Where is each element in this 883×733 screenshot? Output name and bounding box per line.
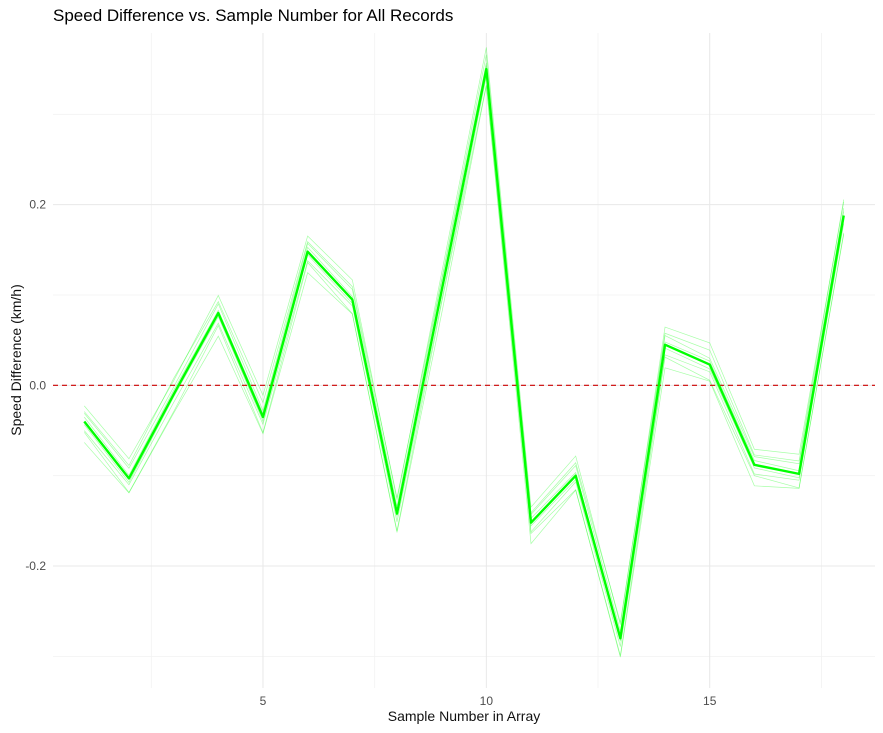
record-line — [84, 47, 845, 625]
y-tick-label: 0.2 — [29, 198, 46, 212]
record-line — [84, 76, 845, 647]
x-tick-label: 15 — [703, 694, 717, 708]
record-line — [84, 62, 845, 632]
record-line — [83, 84, 845, 656]
series-line — [83, 67, 845, 640]
x-tick-label: 5 — [260, 694, 267, 708]
x-tick-label: 10 — [480, 694, 494, 708]
x-axis-label: Sample Number in Array — [387, 708, 541, 724]
y-tick-label: 0.0 — [29, 378, 46, 392]
y-tick-label: -0.2 — [25, 559, 46, 573]
chart-title: Speed Difference vs. Sample Number for A… — [53, 6, 454, 25]
record-line — [84, 85, 845, 658]
record-line — [84, 54, 845, 623]
